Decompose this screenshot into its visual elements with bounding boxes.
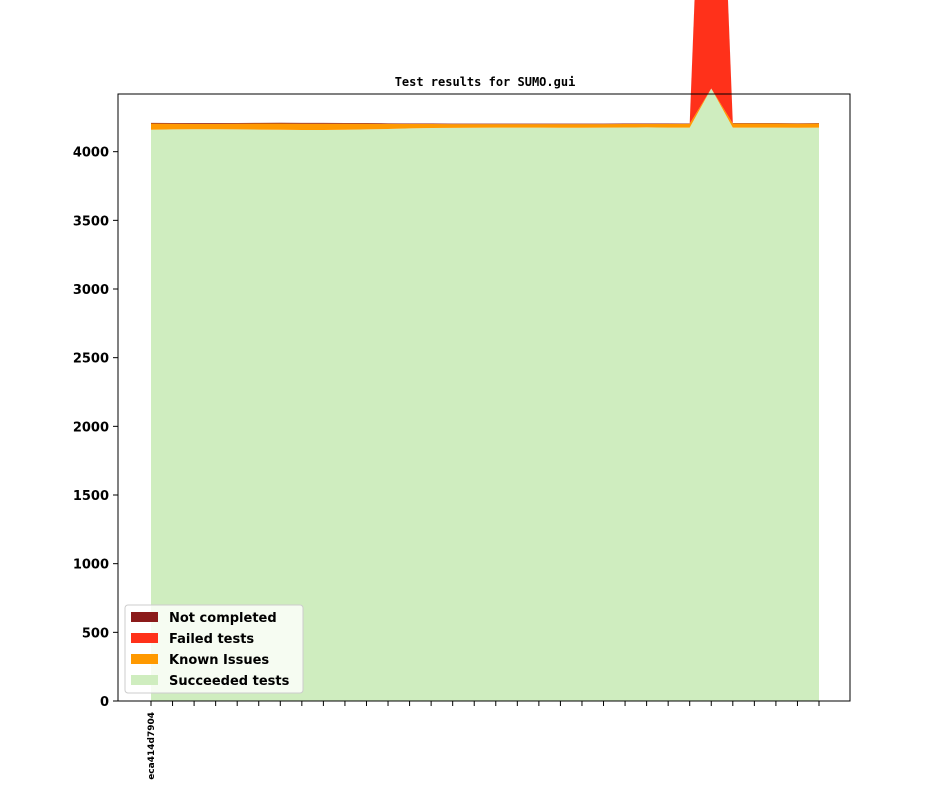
y-tick-label: 3500 [73,214,109,229]
legend-label: Succeeded tests [169,674,290,689]
chart-title: Test results for SUMO.gui [395,75,576,89]
y-tick-label: 0 [100,695,109,710]
legend-swatch [131,612,158,622]
legend-box [124,604,304,694]
legend-swatch [131,675,158,685]
legend-label: Not completed [169,611,277,626]
y-tick-label: 500 [82,626,109,641]
x-axis: eca414d7904 [147,701,820,780]
y-tick-label: 2000 [73,420,109,435]
y-tick-label: 4000 [73,146,109,161]
area-succeeded-tests [151,88,819,701]
y-tick-label: 3000 [73,283,109,298]
legend-swatch [131,633,158,643]
plot-frame [117,93,851,702]
x-tick-label: eca414d7904 [147,712,157,780]
legend-swatch [131,654,158,664]
y-tick-label: 1000 [73,558,109,573]
legend: Not completed Failed tests Known Issues Suc… [124,604,304,694]
y-tick-label: 2500 [73,352,109,367]
area-known-issues [151,88,819,130]
y-axis: 0 500 1000 1500 2000 2500 3000 3500 4000 [73,146,118,710]
stacked-areas [151,0,819,701]
legend-label: Failed tests [169,632,254,647]
y-tick-label: 1500 [73,489,109,504]
legend-label: Known Issues [169,653,269,668]
